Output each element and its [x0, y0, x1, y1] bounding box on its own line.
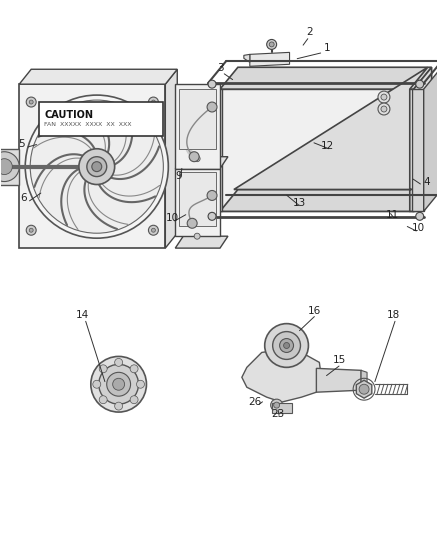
Circle shape [148, 225, 159, 235]
Polygon shape [357, 380, 372, 398]
Circle shape [0, 152, 19, 182]
Polygon shape [234, 67, 438, 212]
Circle shape [274, 402, 279, 408]
Circle shape [265, 324, 308, 367]
Circle shape [29, 100, 33, 104]
Text: 6: 6 [20, 193, 27, 204]
Circle shape [26, 97, 36, 107]
Circle shape [99, 395, 107, 403]
Polygon shape [175, 157, 228, 168]
Circle shape [152, 228, 155, 232]
Polygon shape [412, 89, 424, 212]
Polygon shape [220, 190, 431, 212]
Text: 13: 13 [293, 198, 306, 208]
Circle shape [207, 102, 217, 112]
Polygon shape [220, 67, 431, 89]
Circle shape [378, 91, 390, 103]
Text: FAN  XXXXX  XXXX  XX  XXX: FAN XXXXX XXXX XX XXX [44, 122, 131, 127]
Circle shape [381, 94, 387, 100]
Text: 26: 26 [248, 397, 261, 407]
Circle shape [267, 39, 277, 50]
Circle shape [137, 380, 145, 388]
Circle shape [115, 402, 123, 410]
Circle shape [189, 152, 199, 161]
Circle shape [113, 378, 124, 390]
Text: 5: 5 [18, 139, 25, 149]
Polygon shape [165, 69, 177, 248]
Circle shape [194, 156, 200, 161]
Polygon shape [19, 84, 165, 248]
Circle shape [130, 365, 138, 373]
Circle shape [416, 212, 424, 220]
Polygon shape [210, 89, 222, 212]
Circle shape [194, 233, 200, 239]
Circle shape [279, 338, 293, 352]
Polygon shape [175, 168, 220, 236]
Circle shape [187, 219, 197, 228]
Circle shape [283, 343, 290, 349]
Text: 14: 14 [76, 310, 89, 320]
Circle shape [79, 149, 115, 184]
Circle shape [0, 159, 12, 175]
Circle shape [271, 399, 283, 411]
Circle shape [378, 103, 390, 115]
Text: 9: 9 [175, 171, 182, 181]
Circle shape [99, 365, 138, 404]
Circle shape [26, 225, 36, 235]
Circle shape [359, 384, 369, 394]
Text: 2: 2 [306, 28, 313, 37]
Circle shape [91, 357, 146, 412]
Polygon shape [19, 69, 177, 84]
Circle shape [115, 358, 123, 366]
Bar [272, 403, 292, 413]
Circle shape [207, 190, 217, 200]
Circle shape [269, 42, 274, 47]
Text: 16: 16 [308, 306, 321, 316]
Text: 10: 10 [412, 223, 425, 233]
Circle shape [25, 95, 168, 238]
Polygon shape [316, 368, 361, 392]
Circle shape [148, 97, 159, 107]
Circle shape [107, 373, 131, 396]
Circle shape [93, 380, 101, 388]
Circle shape [208, 80, 216, 88]
Circle shape [30, 100, 163, 233]
Polygon shape [242, 350, 321, 402]
Polygon shape [361, 370, 367, 390]
Text: 4: 4 [424, 176, 430, 187]
Text: 3: 3 [217, 63, 223, 73]
Circle shape [87, 157, 107, 176]
Circle shape [92, 161, 102, 172]
Bar [0, 149, 19, 184]
Circle shape [29, 228, 33, 232]
Circle shape [416, 80, 424, 88]
Bar [179, 172, 216, 226]
Text: 23: 23 [271, 409, 284, 419]
Polygon shape [424, 67, 438, 212]
Bar [179, 89, 216, 149]
Circle shape [152, 100, 155, 104]
Polygon shape [414, 67, 431, 212]
Circle shape [208, 212, 216, 220]
Text: 1: 1 [324, 43, 331, 53]
Text: CAUTION: CAUTION [44, 110, 93, 120]
Bar [39, 102, 163, 136]
Text: 18: 18 [387, 310, 400, 320]
Polygon shape [175, 236, 228, 248]
Polygon shape [244, 54, 250, 62]
Text: 10: 10 [166, 213, 179, 223]
Text: 11: 11 [386, 211, 399, 220]
Circle shape [99, 365, 107, 373]
Circle shape [273, 332, 300, 359]
Circle shape [130, 395, 138, 403]
Polygon shape [220, 89, 414, 212]
Text: 15: 15 [332, 356, 346, 366]
Polygon shape [250, 52, 290, 66]
Circle shape [381, 106, 387, 112]
Text: 12: 12 [321, 141, 334, 151]
Polygon shape [175, 84, 220, 168]
